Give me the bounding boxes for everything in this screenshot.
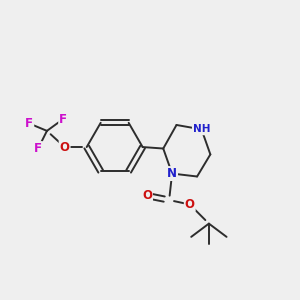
Text: F: F	[25, 117, 33, 130]
Text: O: O	[185, 198, 195, 211]
Text: N: N	[167, 167, 177, 180]
Text: NH: NH	[193, 124, 210, 134]
Text: F: F	[59, 112, 67, 126]
Text: O: O	[60, 141, 70, 154]
Text: F: F	[34, 142, 42, 155]
Text: O: O	[142, 189, 152, 202]
